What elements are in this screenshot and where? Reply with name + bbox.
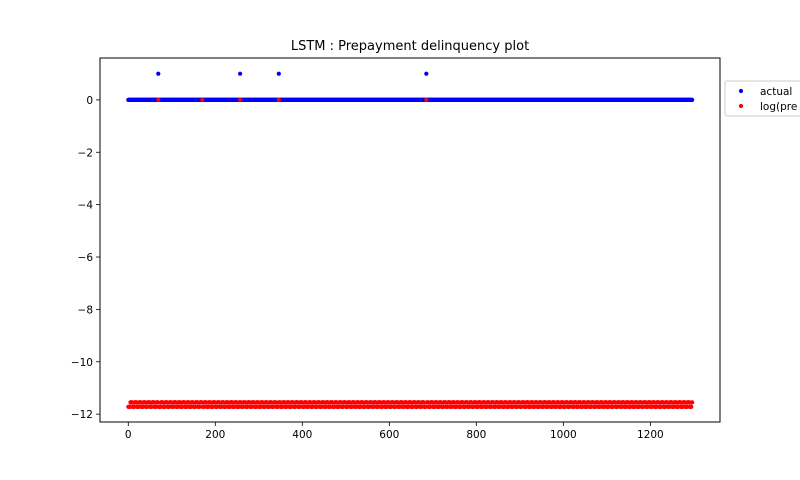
x-tick-label: 0	[125, 429, 132, 441]
x-tick-label: 1200	[637, 429, 664, 441]
legend-label: log(pre	[760, 101, 797, 113]
x-tick-label: 1000	[550, 429, 577, 441]
legend: actual log(pre	[724, 80, 800, 117]
data-point	[238, 71, 243, 76]
x-axis: 0 200 400 600 800 1000 1200	[125, 422, 664, 441]
data-point	[156, 71, 161, 76]
series-log-prediction	[126, 97, 695, 409]
data-point	[156, 97, 161, 102]
y-tick-label: −4	[78, 200, 94, 212]
y-tick-label: −2	[78, 147, 93, 159]
x-tick-label: 800	[466, 429, 486, 441]
legend-marker	[738, 103, 744, 109]
y-tick-label: 0	[86, 95, 93, 107]
data-point	[424, 97, 429, 102]
series-actual	[126, 71, 695, 102]
data-point	[689, 404, 694, 409]
data-point	[200, 97, 205, 102]
data-point	[690, 97, 695, 102]
data-point	[690, 400, 695, 405]
y-axis: 0 −2 −4 −6 −8 −10 −12	[71, 95, 100, 421]
y-tick-label: −8	[78, 304, 93, 316]
data-point	[197, 404, 202, 409]
legend-box	[724, 80, 800, 117]
data-point	[238, 97, 243, 102]
y-tick-label: −12	[71, 409, 93, 421]
chart-title: LSTM : Prepayment delinquency plot	[291, 39, 529, 54]
legend-marker	[738, 88, 744, 94]
plot-area	[126, 71, 695, 409]
data-point	[155, 400, 160, 405]
data-point	[276, 97, 281, 102]
data-point	[424, 71, 429, 76]
legend-label: actual	[760, 86, 792, 98]
x-tick-label: 400	[292, 429, 312, 441]
x-tick-label: 600	[379, 429, 399, 441]
x-tick-label: 200	[205, 429, 225, 441]
data-point	[421, 400, 426, 405]
y-tick-label: −6	[78, 252, 94, 264]
y-tick-label: −10	[71, 357, 93, 369]
data-point	[276, 71, 281, 76]
plot-frame	[99, 57, 721, 423]
